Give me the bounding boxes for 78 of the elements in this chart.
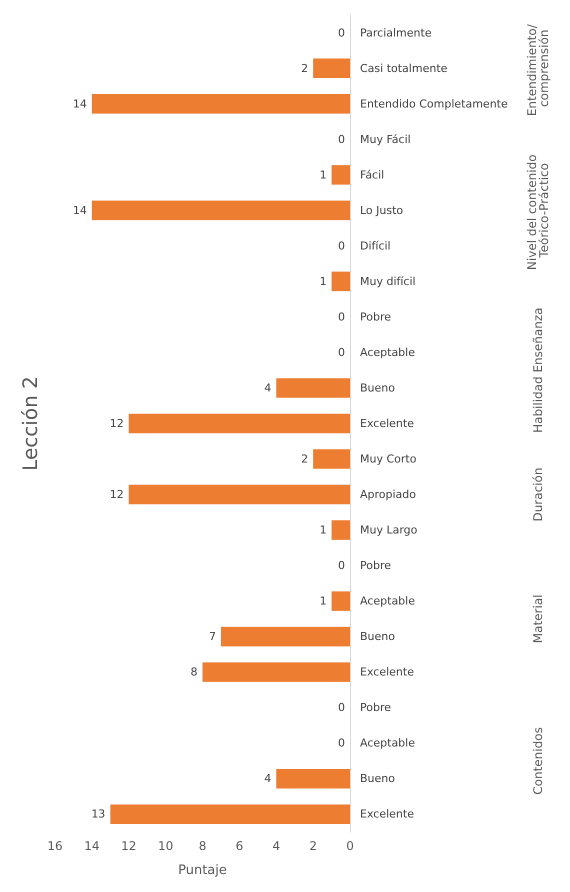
text: Entendimiento/ comprensión (525, 20, 551, 116)
x-tick-label: 4 (272, 839, 280, 853)
text: Habilidad Enseñanza (531, 308, 545, 433)
y-tick-label: Excelente (360, 417, 414, 430)
bar (332, 165, 350, 185)
y-tick-label: Muy Corto (360, 452, 417, 466)
y-tick-label: Aceptable (360, 346, 416, 359)
bar (92, 94, 350, 114)
data-label: 4 (264, 772, 272, 786)
bar (276, 378, 350, 398)
y-tick-label: Bueno (360, 381, 396, 394)
data-label: 0 (338, 346, 345, 359)
text: Lección 2 (18, 376, 42, 471)
data-label: 2 (301, 452, 308, 466)
data-label: 1 (320, 168, 327, 182)
data-label: 7 (208, 630, 216, 644)
data-label: 1 (320, 594, 327, 608)
y-tick-label: Lo Justo (360, 204, 404, 217)
y-tick-label: Bueno (360, 772, 396, 786)
y-tick-label: Muy Fácil (360, 132, 411, 146)
bar (332, 591, 350, 611)
y-tick-label: Aceptable (360, 594, 416, 608)
y-tick-label: Bueno (360, 630, 396, 644)
x-tick-label: 0 (346, 839, 354, 853)
x-tick-label: 2 (309, 839, 317, 853)
data-label: 14 (72, 97, 87, 110)
data-label: 0 (338, 310, 345, 324)
x-tick-label: 10 (158, 839, 174, 853)
data-label: 0 (338, 701, 345, 714)
y-tick-label: Pobre (360, 310, 392, 324)
x-tick-label: 8 (198, 839, 206, 853)
bar (128, 414, 350, 434)
x-tick-label: 16 (47, 839, 63, 853)
y-tick-label: Muy difícil (360, 274, 416, 288)
data-label: 1 (320, 274, 327, 288)
bar (92, 200, 350, 220)
y-tick-label: Pobre (360, 559, 392, 572)
text: Contenidos (531, 727, 545, 795)
data-label: 12 (110, 488, 124, 502)
data-label: 14 (72, 204, 87, 217)
data-label: 1 (320, 524, 327, 537)
y-tick-label: Casi totalmente (360, 62, 448, 75)
y-tick-label: Difícil (360, 239, 391, 252)
y-tick-label: Entendido Completamente (360, 97, 508, 110)
data-label: 13 (91, 808, 106, 821)
y-tick-label: Aceptable (360, 736, 416, 750)
y-tick-label: Excelente (360, 808, 414, 821)
x-tick-label: 12 (121, 839, 136, 853)
text: Duración (531, 468, 545, 522)
y-tick-label: Pobre (360, 701, 392, 714)
y-tick-label: Parcialmente (360, 26, 432, 40)
bar (128, 484, 350, 504)
bar (313, 58, 350, 78)
x-tick-label: 14 (84, 839, 100, 853)
data-label: 8 (190, 666, 198, 679)
bar (332, 272, 350, 292)
data-label: 2 (301, 62, 308, 75)
bar (332, 520, 350, 540)
data-label: 0 (338, 26, 345, 40)
data-label: 0 (338, 736, 345, 750)
y-tick-label: Muy Largo (360, 524, 418, 537)
bar (110, 804, 350, 824)
bar (220, 626, 350, 646)
y-tick-label: Fácil (360, 168, 384, 182)
bar (276, 768, 350, 788)
bar (202, 662, 350, 682)
text: Nivel del contenido Teórico-Práctico (525, 150, 551, 270)
x-tick-label: 6 (236, 839, 244, 853)
y-tick-label: Apropiado (360, 488, 416, 502)
y-tick-label: Excelente (360, 666, 414, 679)
x-axis-title: Puntaje (178, 863, 227, 878)
text: Material (531, 594, 545, 644)
data-label: 12 (110, 417, 124, 430)
data-label: 0 (338, 559, 345, 572)
data-label: 0 (338, 132, 345, 146)
data-label: 4 (264, 381, 272, 394)
bar (313, 449, 350, 469)
data-label: 0 (338, 239, 345, 252)
